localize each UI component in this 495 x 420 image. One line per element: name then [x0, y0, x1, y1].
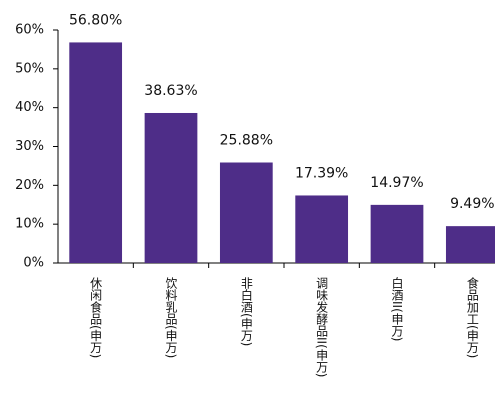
y-tick-label: 50%: [15, 61, 44, 76]
bar: [144, 112, 198, 263]
value-label: 14.97%: [370, 175, 423, 191]
bar: [295, 195, 349, 263]
x-tick-label: 饮料乳品(申万): [164, 277, 178, 359]
value-label: 56.80%: [69, 12, 122, 28]
y-tick-label: 20%: [15, 178, 44, 193]
y-tick-label: 40%: [15, 100, 44, 115]
y-tick-label: 30%: [15, 139, 44, 154]
x-tick-label: 白酒II(申万): [390, 276, 404, 342]
value-label: 25.88%: [220, 132, 273, 148]
bar: [445, 226, 495, 263]
y-tick-label: 60%: [15, 23, 44, 38]
y-tick-label: 0%: [23, 256, 44, 271]
bar: [69, 42, 123, 263]
y-tick-label: 10%: [15, 217, 44, 232]
value-label: 38.63%: [144, 83, 197, 99]
value-label: 9.49%: [450, 196, 494, 212]
x-tick-label: 休闲食品(申万): [89, 277, 103, 359]
bar: [370, 204, 424, 263]
x-tick-label: 非白酒(申万): [239, 277, 253, 347]
x-tick-label: 调味发酵品II(申万): [315, 277, 329, 378]
value-label: 17.39%: [295, 165, 348, 181]
bar: [219, 162, 273, 263]
x-tick-label: 食品加工(申万): [465, 276, 479, 359]
